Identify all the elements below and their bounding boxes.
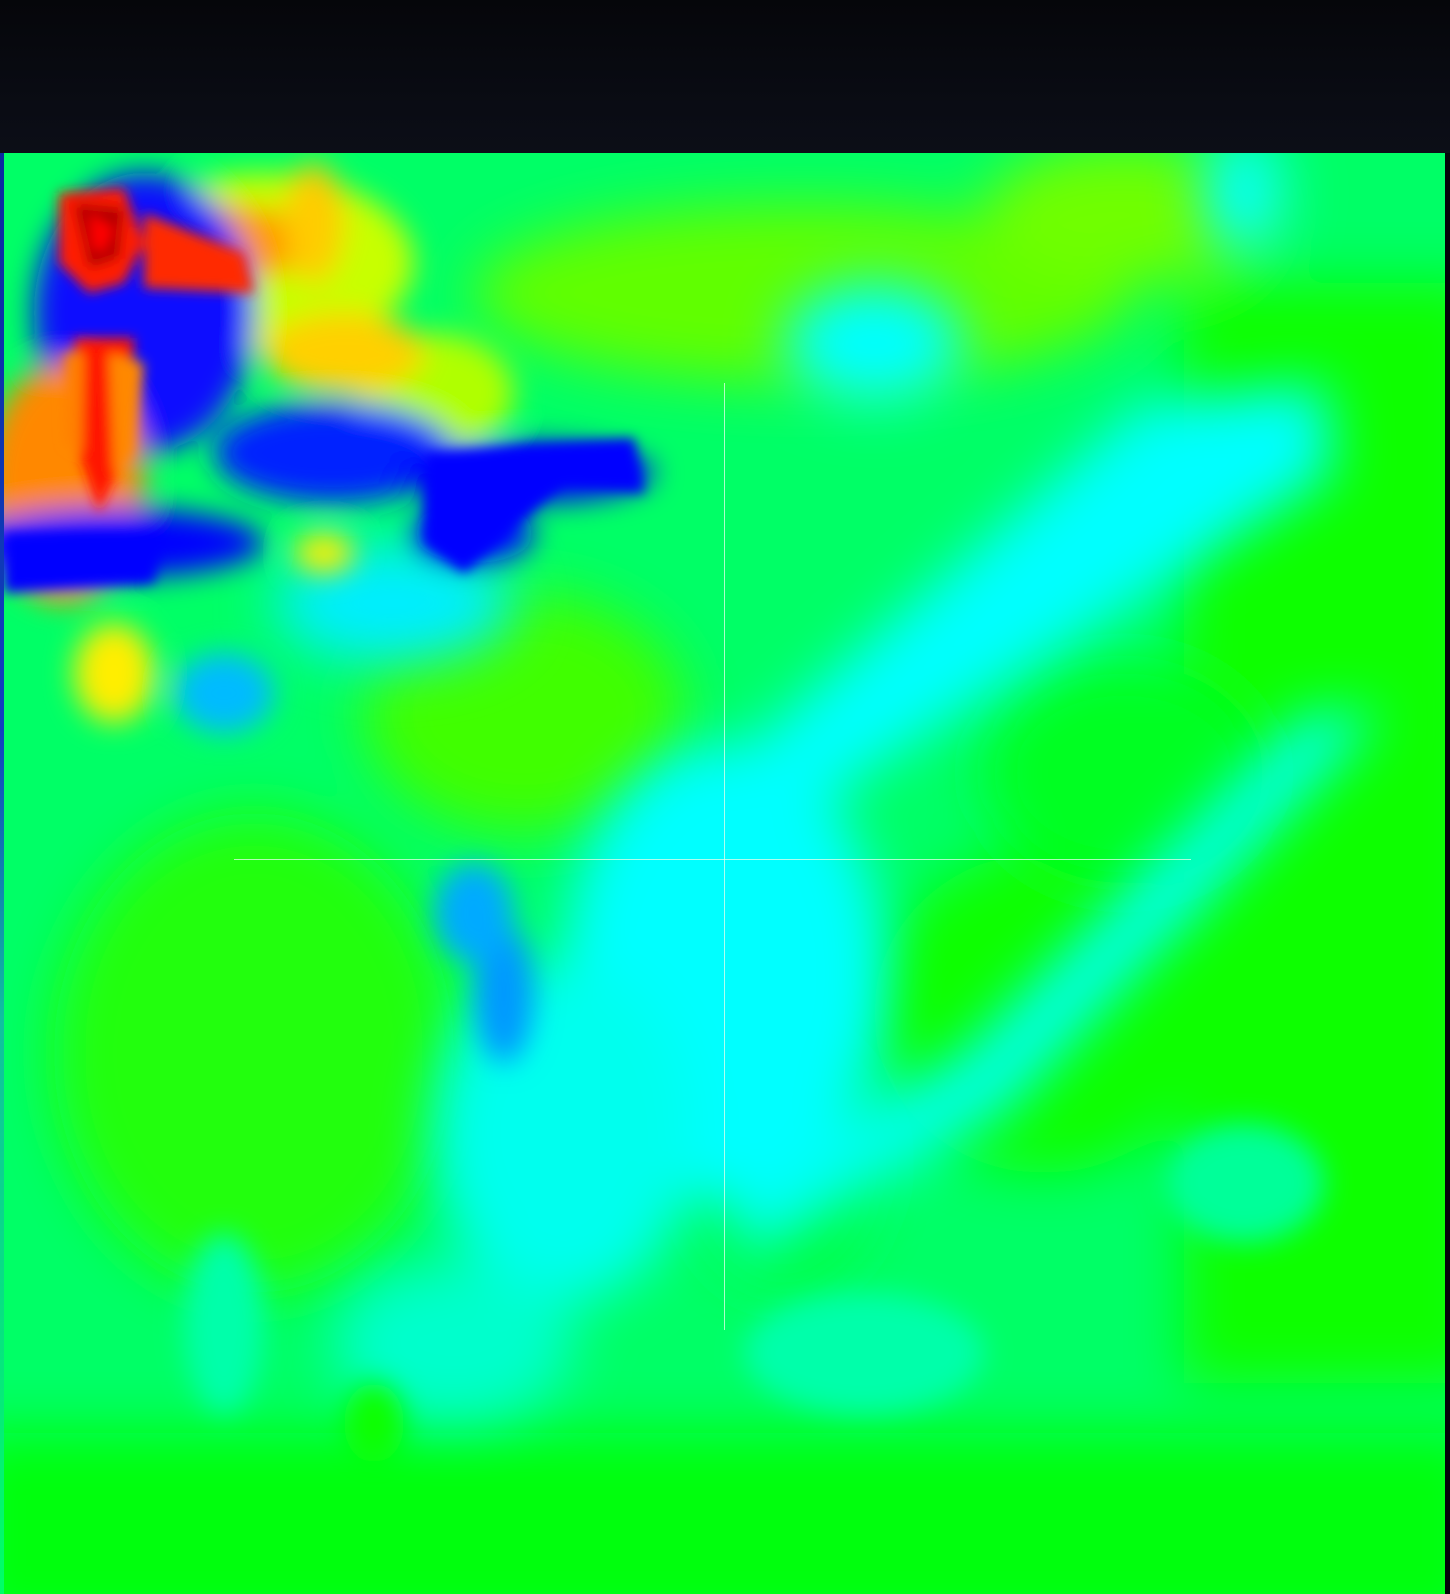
lower-bands bbox=[184, 1123, 1324, 1463]
heatmap-viewport[interactable] bbox=[4, 153, 1445, 1594]
blue-streak bbox=[4, 438, 644, 593]
hotspot-core bbox=[59, 188, 254, 513]
crosshair-vertical-line bbox=[724, 383, 725, 1330]
left-gutter bbox=[0, 153, 4, 1594]
heatmap-surface[interactable] bbox=[4, 153, 1445, 1594]
crosshair-horizontal-line bbox=[234, 859, 1191, 860]
right-gutter bbox=[1445, 153, 1450, 1594]
top-toolbar bbox=[0, 0, 1450, 153]
